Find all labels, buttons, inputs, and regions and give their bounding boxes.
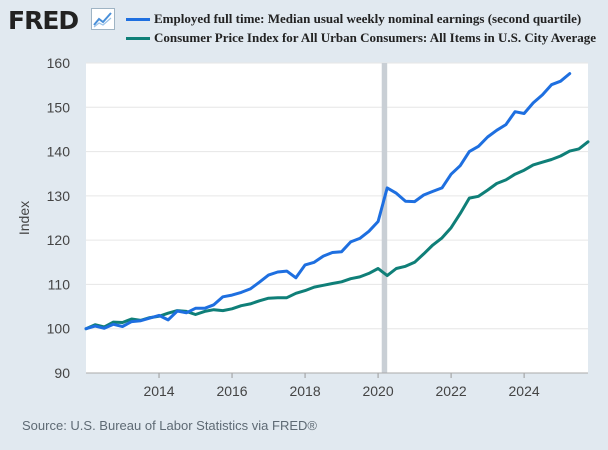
x-tick-label: 2024 — [509, 383, 540, 399]
x-tick-label: 2014 — [143, 383, 174, 399]
y-tick-label: 130 — [47, 188, 71, 204]
y-tick-label: 160 — [47, 55, 71, 71]
y-tick-label: 140 — [47, 144, 71, 160]
chart-header: FRED Employed full time: Median usual we… — [0, 0, 608, 50]
recession-band-layer — [381, 63, 388, 373]
source-note[interactable]: Source: U.S. Bureau of Labor Statistics … — [22, 418, 317, 433]
grid-lines — [86, 62, 588, 330]
legend-swatch-earnings — [126, 18, 150, 21]
y-tick-label: 90 — [54, 365, 70, 381]
x-tick-label: 2020 — [362, 383, 393, 399]
series-line-earnings[interactable] — [84, 72, 572, 331]
x-tick-label: 2022 — [436, 383, 467, 399]
y-tick-label: 120 — [47, 232, 71, 248]
x-tick-label: 2018 — [289, 383, 320, 399]
series-line-cpi[interactable] — [84, 140, 590, 331]
x-axis-ticks: 2014 2016 2018 2020 2022 2024 — [86, 372, 588, 399]
y-tick-label: 110 — [48, 276, 71, 292]
y-tick-label: 100 — [47, 321, 71, 337]
fred-logo[interactable]: FRED — [8, 6, 79, 35]
y-axis-label: Index — [16, 201, 32, 235]
line-chart-icon[interactable] — [91, 8, 115, 30]
series-layer — [84, 72, 590, 331]
legend-label-earnings: Employed full time: Median usual weekly … — [154, 11, 582, 26]
y-tick-label: 150 — [47, 99, 71, 115]
plot-area — [86, 63, 588, 373]
x-tick-label: 2016 — [216, 383, 247, 399]
y-axis-ticks: 90 100 110 120 130 140 150 160 — [47, 55, 71, 381]
legend-label-cpi: Consumer Price Index for All Urban Consu… — [154, 30, 596, 45]
recession-band — [381, 63, 388, 373]
legend-swatch-cpi — [126, 37, 150, 40]
